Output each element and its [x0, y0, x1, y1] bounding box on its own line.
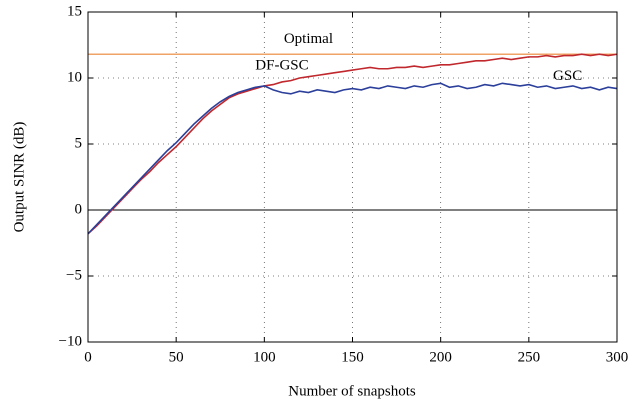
- series-line: [87, 82, 618, 235]
- y-tick-label: −5: [66, 267, 82, 283]
- x-tick-label: 0: [84, 349, 92, 365]
- x-tick-label: 50: [169, 349, 184, 365]
- y-axis-label: Output SINR (dB): [11, 122, 27, 233]
- x-tick-label: 100: [253, 349, 276, 365]
- y-tick-label: 15: [67, 3, 82, 19]
- y-tick-label: 5: [75, 135, 83, 151]
- annotation: Optimal: [284, 31, 333, 47]
- x-tick-label: 250: [518, 349, 541, 365]
- x-tick-label: 300: [606, 349, 629, 365]
- plot-frame: [87, 11, 618, 343]
- y-tick-label: 10: [67, 69, 82, 85]
- x-axis-label: Number of snapshots: [288, 383, 416, 399]
- series-line: [87, 53, 618, 235]
- annotation: GSC: [553, 68, 582, 84]
- y-tick-label: −10: [59, 333, 82, 349]
- x-tick-label: 200: [429, 349, 452, 365]
- y-tick-label: 0: [75, 201, 83, 217]
- x-tick-label: 150: [341, 349, 364, 365]
- annotation: DF-GSC: [255, 58, 308, 74]
